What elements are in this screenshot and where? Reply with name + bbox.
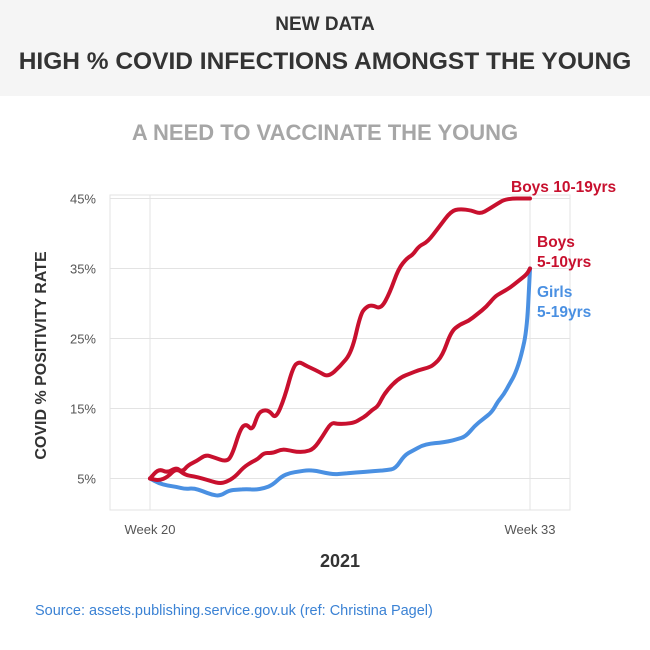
series-label: Girls [537, 284, 572, 301]
series-line-girls-5-19yrs [148, 266, 532, 498]
y-tick-label: 45% [70, 192, 96, 207]
x-tick-label: Week 33 [504, 522, 555, 537]
series-label: 5-10yrs [537, 254, 591, 271]
series-line-boys-10-19yrs [148, 196, 532, 481]
y-tick-label: 35% [70, 262, 96, 277]
series-label: 5-19yrs [537, 304, 591, 321]
y-tick-label: 15% [70, 402, 96, 417]
series-label: Boys [537, 234, 575, 251]
plot-frame [109, 194, 571, 511]
x-tick-label: Week 20 [124, 522, 175, 537]
series-line-boys-5-10yrs [148, 266, 532, 485]
y-axis-label: COVID % POSITIVITY RATE [33, 251, 50, 460]
y-tick-label: 5% [77, 472, 96, 487]
header-band: NEW DATA HIGH % COVID INFECTIONS AMONGST… [0, 0, 650, 96]
x-axis-label: 2021 [320, 551, 360, 571]
header-headline: HIGH % COVID INFECTIONS AMONGST THE YOUN… [18, 48, 632, 75]
header-kicker: NEW DATA [275, 14, 375, 35]
series-label: Boys 10-19yrs [511, 179, 616, 196]
chart-title: A NEED TO VACCINATE THE YOUNG [131, 120, 519, 145]
source-credit: Source: assets.publishing.service.gov.uk… [35, 603, 433, 619]
y-tick-label: 25% [70, 332, 96, 347]
